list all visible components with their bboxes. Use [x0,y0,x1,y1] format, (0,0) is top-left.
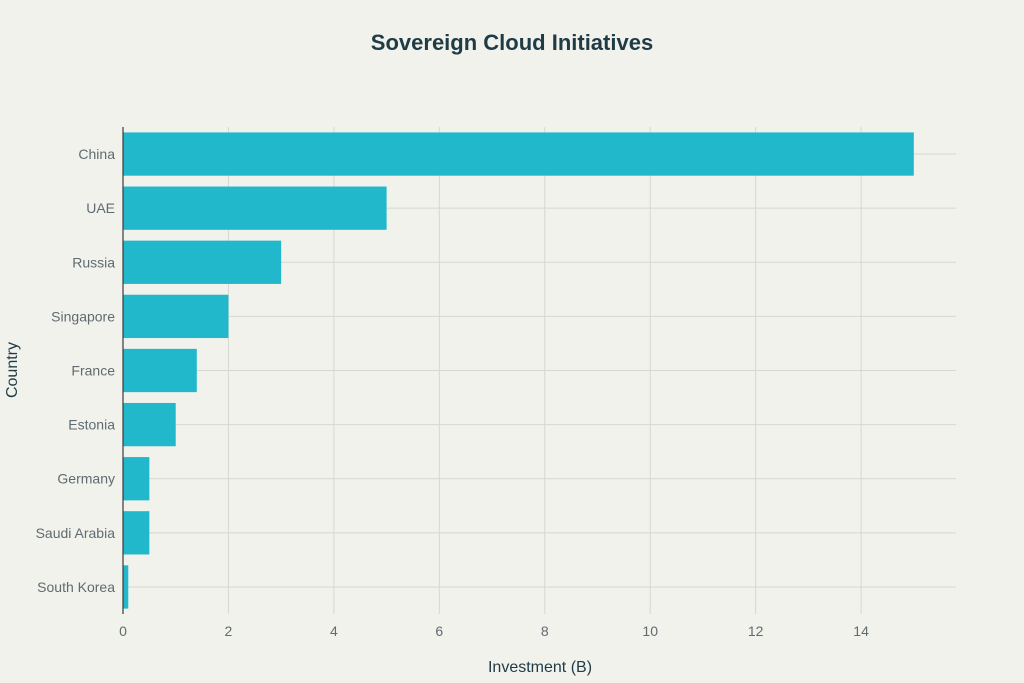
bar-south-korea [123,565,129,609]
bar-uae [123,186,387,230]
bar-saudi-arabia [123,511,150,555]
y-tick-label: South Korea [37,579,115,595]
bar-singapore [123,294,229,339]
x-tick-label: 12 [748,623,764,639]
x-tick-label: 10 [642,623,658,639]
x-axis-title: Investment (B) [488,659,592,676]
x-tick-label: 14 [853,623,869,639]
x-tick-label: 0 [119,623,127,639]
x-tick-label: 8 [541,623,549,639]
y-tick-label: Russia [72,254,115,270]
y-tick-label: Germany [57,471,115,487]
y-tick-labels: China UAE Russia Singapore France Estonia Germ… [36,146,116,595]
y-tick-label: Saudi Arabia [36,525,116,541]
y-axis-title: Country [4,342,21,398]
bar-estonia [123,402,176,447]
bar-russia [123,240,282,284]
y-tick-label: UAE [86,200,115,216]
bars [123,132,914,609]
x-tick-label: 6 [435,623,443,639]
x-tick-label: 2 [225,623,233,639]
bar-germany [123,457,150,501]
x-tick-label: 4 [330,623,338,639]
grid [123,127,956,614]
y-tick-label: Singapore [51,308,115,324]
bar-china [123,132,914,176]
x-tick-labels: 0 2 4 6 8 10 12 14 [119,623,869,639]
bar-france [123,348,197,393]
y-tick-label: France [71,363,115,379]
chart-title: Sovereign Cloud Initiatives [371,30,653,55]
y-tick-label: China [78,146,115,162]
y-tick-label: Estonia [68,417,115,433]
